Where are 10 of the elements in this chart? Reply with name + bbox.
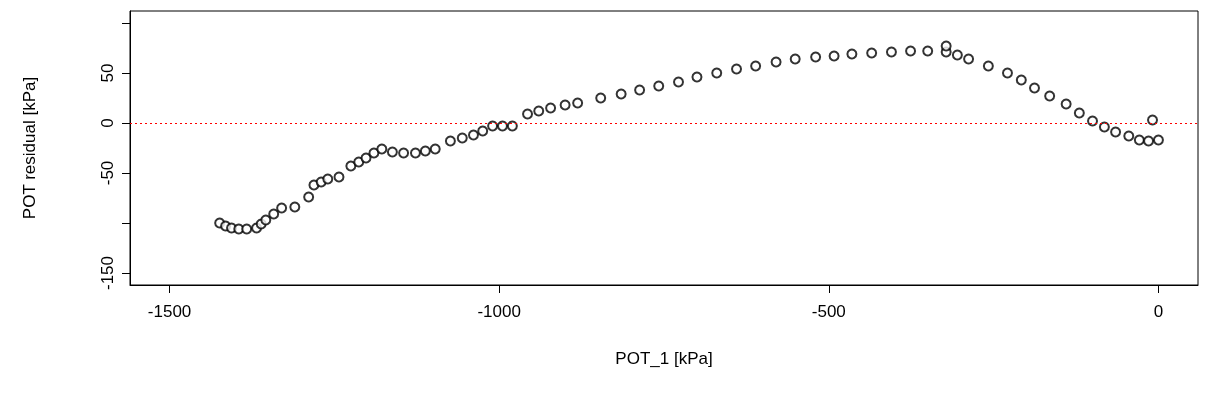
- y-axis-title: POT residual [kPa]: [20, 76, 39, 220]
- x-tick-label: -500: [811, 302, 846, 321]
- y-tick-label: 0: [98, 118, 117, 128]
- x-tick-label: -1500: [147, 302, 192, 321]
- y-tick-label: -50: [98, 160, 117, 186]
- x-tick-label: 0: [1153, 302, 1164, 321]
- x-axis-title: POT_1 [kPa]: [615, 349, 713, 368]
- y-tick-label: 50: [98, 63, 117, 83]
- x-tick-label: -1000: [477, 302, 521, 321]
- y-tick-label: -150: [98, 255, 117, 291]
